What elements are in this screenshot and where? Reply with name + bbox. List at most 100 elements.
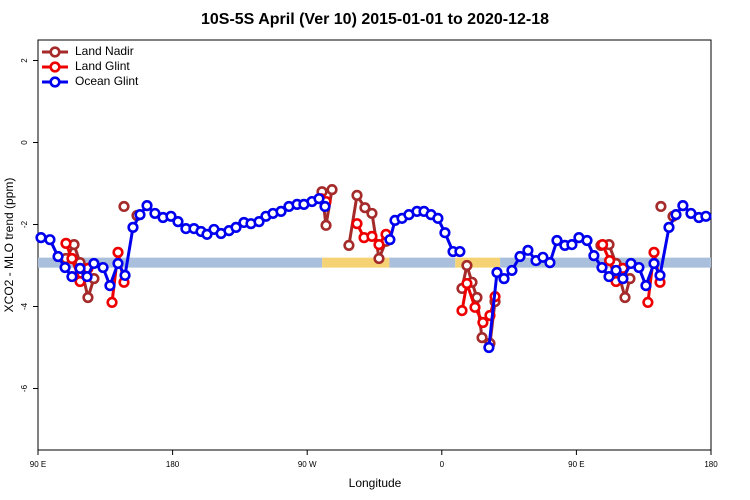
data-point: [477, 316, 489, 329]
data-point: [351, 218, 363, 230]
data-point: [476, 332, 488, 344]
data-point: [118, 200, 130, 213]
legend-label: Ocean Glint: [75, 74, 139, 88]
data-point: [677, 200, 689, 212]
data-point: [654, 269, 666, 281]
legend-marker: [49, 76, 61, 88]
legend-label: Land Glint: [75, 59, 130, 73]
data-point: [633, 261, 645, 274]
data-point: [74, 262, 86, 274]
data-point: [52, 250, 64, 263]
data-point: [663, 221, 675, 233]
data-point: [97, 261, 109, 274]
data-point: [74, 275, 86, 288]
x-tick-label: 0: [440, 460, 445, 469]
data-point: [112, 246, 124, 258]
data-point: [700, 210, 712, 222]
data-point: [172, 216, 184, 228]
data-point: [384, 234, 396, 246]
x-tick-label: 180: [166, 460, 180, 469]
data-point: [66, 270, 78, 283]
data-point: [127, 221, 139, 233]
legend-label: Land Nadir: [75, 44, 134, 58]
data-point: [313, 193, 325, 205]
data-point: [106, 296, 118, 309]
data-point: [432, 212, 444, 224]
data-point: [165, 210, 177, 222]
data-point: [82, 291, 94, 304]
data-point: [359, 202, 371, 214]
data-point: [454, 245, 466, 258]
data-point: [343, 239, 355, 252]
data-point: [253, 216, 265, 228]
data-point: [88, 257, 100, 270]
data-point: [320, 219, 332, 231]
data-point: [461, 277, 473, 290]
data-point: [319, 200, 331, 213]
data-point: [581, 234, 593, 247]
legend-marker: [49, 46, 61, 58]
data-point: [439, 227, 451, 239]
data-point: [275, 205, 287, 217]
data-point: [112, 257, 124, 270]
data-point: [610, 264, 622, 277]
data-point: [326, 184, 338, 196]
y-tick-label: -6: [20, 384, 29, 392]
data-point: [604, 254, 616, 267]
y-tick-label: 2: [20, 58, 29, 63]
mask-band: [455, 257, 501, 268]
y-tick-label: -2: [20, 220, 29, 228]
data-point: [66, 252, 78, 265]
data-point: [201, 228, 213, 240]
data-point: [544, 257, 556, 269]
mask-band: [38, 257, 323, 268]
data-point: [351, 189, 363, 201]
data-point: [44, 234, 56, 246]
data-point: [603, 270, 615, 283]
data-point: [104, 279, 116, 292]
data-point: [522, 244, 534, 256]
data-point: [566, 238, 578, 251]
data-point: [230, 221, 242, 233]
data-point: [648, 246, 660, 258]
mask-band: [389, 257, 456, 268]
data-point: [366, 230, 378, 242]
data-point: [551, 234, 563, 247]
x-tick-label: 90 E: [30, 460, 46, 469]
x-tick-label: 90 E: [568, 460, 584, 469]
data-point: [642, 296, 654, 309]
data-point: [119, 269, 131, 281]
data-point: [81, 270, 93, 283]
plot-frame: [37, 39, 712, 451]
data-point: [35, 232, 47, 244]
data-point: [469, 301, 481, 313]
y-tick-label: 0: [20, 140, 29, 145]
data-point: [366, 207, 378, 220]
data-point: [506, 264, 518, 277]
data-point: [373, 252, 385, 265]
data-point: [537, 251, 549, 263]
data-point: [60, 237, 72, 249]
data-point: [134, 209, 146, 221]
x-axis-label: Longitude: [349, 476, 402, 490]
data-point: [617, 273, 629, 285]
data-point: [498, 273, 510, 285]
data-point: [514, 250, 526, 263]
data-point: [670, 209, 682, 221]
y-tick-label: -4: [20, 302, 29, 310]
data-point: [596, 238, 609, 251]
y-axis-label: XCO2 - MLO trend (ppm): [2, 178, 16, 313]
data-point: [373, 238, 385, 251]
mask-band: [322, 257, 390, 268]
data-point: [456, 305, 468, 317]
data-point: [640, 279, 652, 292]
chart-title: 10S-5S April (Ver 10) 2015-01-01 to 2020…: [201, 11, 549, 28]
data-point: [141, 200, 153, 212]
data-point: [588, 250, 600, 262]
x-tick-label: 90 W: [298, 460, 317, 469]
data-point: [596, 261, 608, 274]
data-point: [461, 259, 473, 272]
data-point: [491, 266, 503, 279]
data-point: [483, 341, 495, 354]
